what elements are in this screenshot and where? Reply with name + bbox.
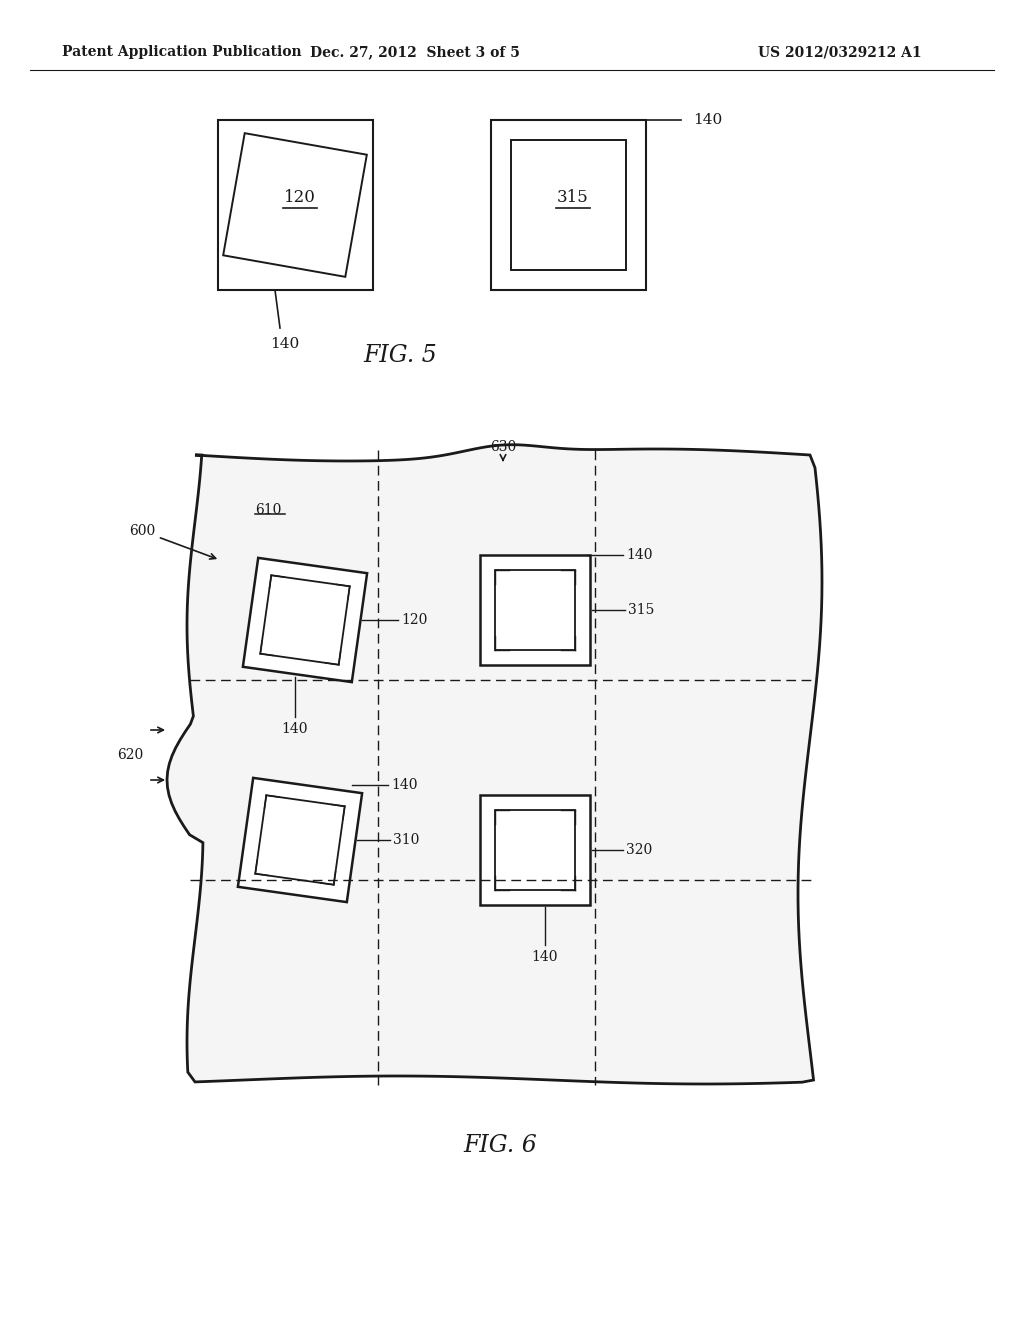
Text: 140: 140: [391, 777, 418, 792]
Text: 630: 630: [489, 440, 516, 461]
Polygon shape: [260, 576, 350, 665]
Text: FIG. 6: FIG. 6: [463, 1134, 537, 1156]
Polygon shape: [167, 445, 822, 1084]
Text: 140: 140: [693, 114, 723, 127]
Bar: [511, 140, 626, 271]
Text: 315: 315: [628, 603, 654, 616]
Polygon shape: [223, 133, 367, 277]
Text: 600: 600: [129, 524, 216, 560]
Text: 315: 315: [557, 189, 589, 206]
Bar: [490, 120, 645, 290]
Text: 140: 140: [626, 548, 652, 562]
Text: FIG. 5: FIG. 5: [364, 343, 437, 367]
Text: Patent Application Publication: Patent Application Publication: [62, 45, 302, 59]
Text: 120: 120: [284, 189, 316, 206]
Polygon shape: [243, 558, 368, 682]
Polygon shape: [480, 554, 590, 665]
Text: US 2012/0329212 A1: US 2012/0329212 A1: [758, 45, 922, 59]
Polygon shape: [480, 795, 590, 906]
Polygon shape: [496, 810, 574, 890]
Polygon shape: [255, 795, 345, 884]
Bar: [217, 120, 373, 290]
Text: Dec. 27, 2012  Sheet 3 of 5: Dec. 27, 2012 Sheet 3 of 5: [310, 45, 520, 59]
Text: 120: 120: [401, 612, 427, 627]
Text: 320: 320: [626, 843, 652, 857]
Text: 140: 140: [282, 722, 308, 737]
Text: 310: 310: [393, 833, 420, 847]
Text: 140: 140: [270, 337, 300, 351]
Text: 620: 620: [117, 748, 143, 762]
Polygon shape: [238, 777, 362, 902]
Text: 140: 140: [531, 950, 558, 964]
Polygon shape: [496, 570, 574, 649]
Text: 610: 610: [255, 503, 282, 517]
